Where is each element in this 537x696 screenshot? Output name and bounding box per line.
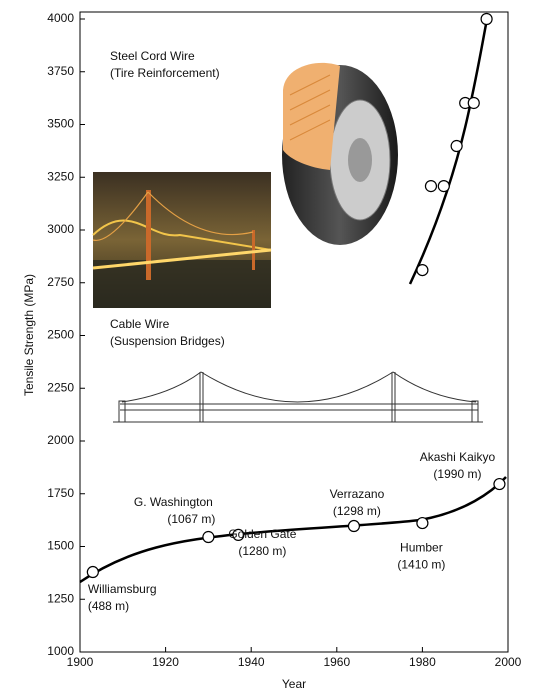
- point-label: (1990 m): [433, 467, 481, 481]
- x-tick-label: 2000: [495, 655, 522, 669]
- cable-trend: [79, 476, 507, 584]
- y-tick-label: 3500: [47, 117, 74, 131]
- x-tick-label: 1900: [67, 655, 94, 669]
- data-point: [202, 530, 215, 544]
- bridge-drawing: [113, 371, 483, 423]
- data-point: [467, 96, 480, 110]
- y-tick-label: 3250: [47, 169, 74, 183]
- data-point: [424, 180, 438, 193]
- series-note: (Suspension Bridges): [110, 334, 225, 348]
- series-name: Steel Cord Wire: [110, 49, 195, 63]
- x-axis-label: Year: [282, 677, 306, 691]
- point-label: (1298 m): [333, 504, 381, 518]
- tire-image: [282, 62, 398, 245]
- x-tick-label: 1940: [238, 655, 265, 669]
- y-tick-label: 2750: [47, 275, 74, 289]
- data-point: [416, 516, 429, 530]
- point-label: Golden Gate: [228, 527, 296, 541]
- y-tick-label: 1500: [47, 539, 74, 553]
- point-label: (488 m): [88, 599, 129, 613]
- data-point: [437, 180, 450, 193]
- data-point: [480, 12, 493, 26]
- point-label: (1067 m): [167, 512, 215, 526]
- y-axis-label: Tensile Strength (MPa): [22, 274, 36, 396]
- data-point: [232, 528, 245, 541]
- bridge-photo: [92, 172, 272, 308]
- series-note: (Tire Reinforcement): [110, 66, 220, 80]
- x-tick-label: 1980: [409, 655, 436, 669]
- x-tick-label: 1920: [152, 655, 179, 669]
- y-tick-label: 3000: [47, 222, 74, 236]
- point-label: (1280 m): [238, 544, 286, 558]
- y-tick-label: 2500: [47, 328, 74, 342]
- data-point: [493, 477, 506, 491]
- point-label: Verrazano: [330, 487, 385, 501]
- series-name: Cable Wire: [110, 317, 170, 331]
- x-tick-label: 1960: [323, 655, 350, 669]
- data-point: [86, 565, 99, 579]
- y-tick-label: 4000: [47, 11, 74, 25]
- y-tick-label: 1250: [47, 591, 74, 605]
- y-tick-label: 3750: [47, 64, 74, 78]
- point-label: Akashi Kaikyo: [420, 450, 496, 464]
- point-label: Humber: [400, 540, 443, 554]
- y-tick-label: 1000: [47, 644, 74, 658]
- point-label: Williamsburg: [88, 582, 157, 596]
- y-tick-label: 2250: [47, 380, 74, 394]
- y-tick-label: 2000: [47, 433, 74, 447]
- plot-frame: [79, 11, 509, 653]
- data-point: [416, 263, 429, 277]
- data-point: [450, 139, 463, 153]
- y-tick-label: 1750: [47, 486, 74, 500]
- data-point: [347, 519, 361, 533]
- steel-trend: [408, 18, 489, 285]
- point-label: (1410 m): [397, 557, 445, 571]
- point-label: G. Washington: [134, 495, 213, 509]
